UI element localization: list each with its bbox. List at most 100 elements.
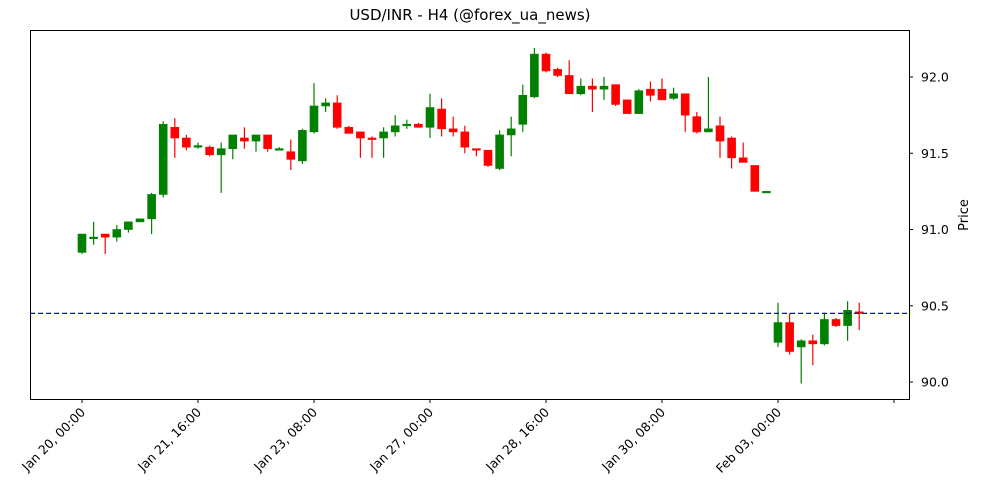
candle-body — [124, 221, 133, 230]
candle — [390, 115, 400, 137]
x-tick-label: Jan 30, 08:00 — [598, 404, 668, 474]
x-tick-label: Jan 20, 00:00 — [18, 404, 88, 474]
candle-body — [77, 233, 87, 253]
candle — [448, 116, 458, 137]
candle-body — [553, 69, 562, 76]
candle-body — [367, 137, 377, 140]
candle — [216, 142, 226, 193]
candle-body — [228, 134, 238, 149]
candle — [796, 339, 806, 384]
candle — [611, 84, 620, 106]
candle-body — [530, 53, 539, 98]
y-tick-label: 91.0 — [921, 222, 949, 237]
candle — [588, 78, 597, 113]
candle-body — [715, 125, 725, 142]
candle — [309, 83, 319, 134]
candle — [437, 98, 446, 137]
candle-body — [112, 229, 122, 238]
candle-body — [356, 131, 365, 139]
candle — [135, 218, 145, 223]
candle-body — [147, 194, 156, 220]
candle — [344, 125, 354, 134]
candle — [820, 313, 829, 346]
candle — [205, 145, 214, 157]
candle-body — [298, 130, 307, 162]
candle-body — [216, 148, 226, 156]
candle — [100, 233, 110, 254]
candle-body — [332, 102, 342, 128]
candle-body — [390, 125, 400, 133]
candle — [646, 81, 655, 102]
candle — [750, 165, 760, 192]
candle-body — [634, 90, 644, 114]
y-tick-label: 90.0 — [921, 375, 949, 390]
candle-body — [588, 85, 597, 90]
candle — [379, 127, 388, 158]
candle-body — [738, 157, 748, 163]
candle — [182, 134, 191, 151]
candle-body — [599, 85, 609, 90]
candle — [530, 48, 539, 99]
x-tick-label: Jan 23, 08:00 — [250, 404, 320, 474]
candle — [506, 116, 516, 157]
candle-body — [611, 84, 620, 105]
candle-body — [135, 218, 145, 223]
candle — [704, 77, 713, 133]
candle-body — [379, 131, 388, 139]
candle-body — [669, 93, 678, 99]
y-tick-label: 92.0 — [921, 70, 949, 85]
chart-title: USD/INR - H4 (@forex_ua_news) — [349, 6, 591, 24]
candle — [773, 302, 783, 347]
x-tick-label: Jan 27, 00:00 — [366, 404, 436, 474]
candle — [170, 118, 180, 158]
candle — [124, 221, 133, 233]
candle-body — [820, 319, 829, 345]
candle — [425, 93, 435, 138]
candle-body — [89, 236, 98, 239]
candle-body — [205, 146, 214, 156]
candle — [240, 127, 249, 149]
candle-body — [750, 165, 760, 192]
candle-body — [472, 148, 481, 151]
candle — [251, 134, 261, 152]
candle-body — [762, 191, 771, 194]
candle — [518, 84, 528, 132]
candle-body — [309, 105, 319, 133]
plot-frame — [30, 30, 910, 400]
candle-body — [506, 128, 516, 136]
candle — [472, 148, 481, 157]
candle-body — [541, 53, 551, 72]
candle — [808, 334, 818, 366]
candle-body — [437, 108, 446, 130]
candle-body — [843, 310, 852, 326]
candle-body — [193, 145, 203, 148]
candle-body — [182, 137, 191, 148]
candle — [576, 78, 586, 96]
candle — [762, 191, 771, 194]
candle-body — [402, 123, 412, 127]
candle — [356, 131, 365, 158]
candle — [332, 95, 342, 129]
candle-body — [622, 99, 632, 114]
candle — [564, 60, 574, 95]
y-axis-label: Price — [957, 199, 972, 231]
x-tick-label: Jan 28, 16:00 — [482, 404, 552, 474]
candle-body — [263, 134, 272, 149]
candle-body — [576, 85, 586, 95]
candle — [483, 149, 493, 167]
candle — [263, 134, 272, 152]
candle-body — [170, 127, 180, 139]
candle — [599, 77, 609, 100]
candle — [402, 119, 412, 129]
candle — [286, 139, 296, 171]
candle-body — [680, 93, 690, 116]
candle — [669, 87, 678, 100]
candle-body — [518, 95, 528, 125]
candle — [298, 128, 307, 164]
y-axis: 90.0 90.5 91.0 91.5 92.0 — [909, 70, 949, 390]
candle — [495, 130, 504, 171]
candle — [414, 122, 423, 128]
candle-body — [808, 340, 818, 345]
candle-body — [251, 134, 261, 142]
